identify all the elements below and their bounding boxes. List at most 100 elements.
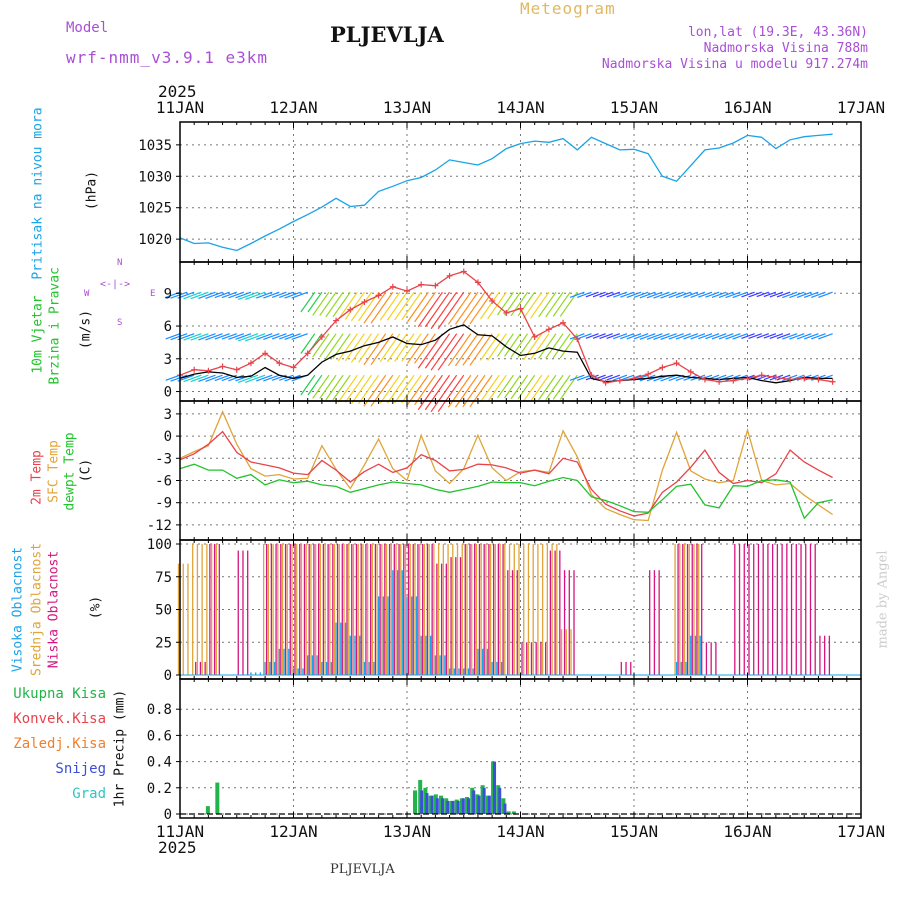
wind-barb xyxy=(796,291,812,298)
wind-barb xyxy=(782,291,798,299)
model-elevation-text: Nadmorska Visina u modelu 917.274m xyxy=(601,57,868,72)
wind-barb xyxy=(510,374,529,400)
wind-barb xyxy=(414,333,436,364)
wind-barb xyxy=(576,374,592,381)
y-tick-label: 3 xyxy=(164,352,172,368)
y-tick-label: 0.8 xyxy=(147,702,172,718)
wind-barb xyxy=(818,333,833,340)
wind-barb xyxy=(698,291,713,298)
gust-marker xyxy=(418,281,425,288)
gust-marker xyxy=(503,309,510,316)
precip-bar-snow xyxy=(420,790,424,814)
precip-bar-total xyxy=(413,790,418,814)
wind-barb xyxy=(183,374,202,383)
gust-marker xyxy=(716,378,723,385)
precip-bar-snow xyxy=(446,800,450,814)
wind-speed-line xyxy=(179,324,833,384)
wind-barb xyxy=(690,333,706,340)
sfc-temp-line xyxy=(179,410,833,522)
wind-barb xyxy=(312,291,330,316)
wind-barb xyxy=(606,333,621,340)
temp-label-2: SFC Temp xyxy=(46,440,62,503)
gust-marker xyxy=(758,372,765,379)
wind-barb xyxy=(414,374,436,406)
axis-ticks-layer: 1020 1025 1030 1035 0 3 6 9 -12 -9 -6 -3 0 3 0 25 50 75 10… xyxy=(138,122,862,823)
wind-barb xyxy=(530,374,550,402)
y-tick-label: 0.6 xyxy=(147,728,172,744)
wind-barb xyxy=(782,333,798,340)
precip-bar-snow xyxy=(425,793,429,814)
gust-marker xyxy=(829,378,836,385)
gust-marker xyxy=(489,297,496,304)
wind-barb xyxy=(363,291,387,324)
y-tick-label: 1020 xyxy=(138,232,172,248)
wind-barb xyxy=(789,291,805,299)
wind-barb xyxy=(319,374,337,399)
wind-barb xyxy=(312,374,330,399)
wind-barb xyxy=(363,333,387,366)
gust-marker xyxy=(474,279,481,286)
wind-barb xyxy=(646,291,663,299)
y-tick-label: 75 xyxy=(155,570,172,586)
gust-marker xyxy=(616,377,623,384)
gust-marker xyxy=(460,268,467,275)
wind-barb xyxy=(312,333,330,358)
product-title: Meteogram xyxy=(520,0,616,18)
y-tick-label: 1035 xyxy=(138,138,172,154)
wind-barb xyxy=(569,374,585,381)
wind-barb xyxy=(811,291,826,298)
y-tick-label: -6 xyxy=(155,473,172,489)
wind-barb xyxy=(337,374,358,403)
y-tick-label: 100 xyxy=(147,537,172,553)
wind-barb xyxy=(221,333,237,340)
wind-barb xyxy=(170,333,188,341)
wind-barb xyxy=(517,374,536,400)
gust-marker xyxy=(247,360,254,367)
series-layer xyxy=(177,134,836,522)
gust-marker xyxy=(574,336,581,343)
wind-label-1: 10m Vjetar xyxy=(30,295,46,374)
wind-barb xyxy=(214,333,230,340)
wind-barb xyxy=(510,333,529,358)
wind-barb xyxy=(811,333,826,340)
wind-barb xyxy=(480,291,500,320)
gust-marker xyxy=(801,375,808,382)
wind-barb xyxy=(599,374,613,381)
wind-barb xyxy=(244,374,266,383)
precip-unit: 1hr Precip (mm) xyxy=(112,689,128,808)
bottom-date-label: 14JAN xyxy=(496,822,545,841)
gust-marker xyxy=(545,326,552,333)
wind-barb xyxy=(660,291,677,299)
wind-barb xyxy=(284,333,301,341)
gust-marker xyxy=(404,288,410,295)
panel-frame-5 xyxy=(179,678,862,819)
gust-marker xyxy=(744,375,751,382)
y-tick-label: -9 xyxy=(155,496,172,512)
wind-barb xyxy=(235,291,252,299)
wind-barb xyxy=(612,291,628,298)
wind-barb xyxy=(763,291,777,298)
model-value: wrf-nmm_v3.9.1 e3km xyxy=(66,48,269,67)
wind-barb xyxy=(639,291,656,299)
wind-barb xyxy=(447,333,472,367)
gust-marker xyxy=(531,333,538,340)
wind-barb xyxy=(510,291,529,317)
wind-barb xyxy=(545,374,564,401)
wind-barb xyxy=(379,291,401,321)
wind-barb xyxy=(522,291,543,319)
wind-barb xyxy=(319,333,337,358)
wind-barb xyxy=(748,291,762,298)
bottom-date-label: 16JAN xyxy=(723,822,772,841)
wind-barb xyxy=(818,291,833,298)
wind-barb xyxy=(263,374,280,382)
wind-barb xyxy=(237,291,259,301)
wind-barb xyxy=(789,333,805,340)
compass-s: S xyxy=(117,318,123,328)
gust-marker xyxy=(517,305,524,312)
wind-barb xyxy=(776,333,791,340)
station-title: PLJEVLJA xyxy=(330,22,444,47)
wind-barb xyxy=(205,291,223,299)
precip-legend-item: Snijeg xyxy=(55,761,106,777)
wind-barb xyxy=(585,291,599,298)
